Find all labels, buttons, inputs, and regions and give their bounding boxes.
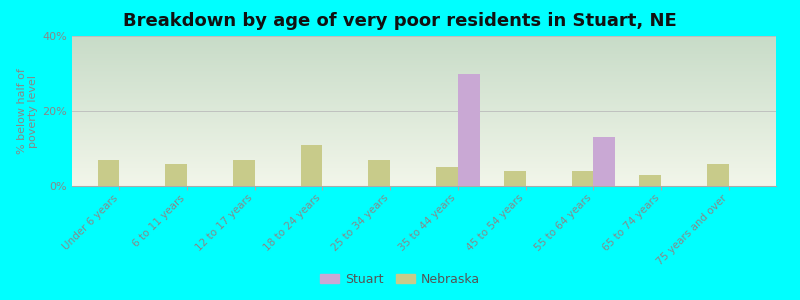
Bar xyxy=(504,171,526,186)
Bar xyxy=(707,164,729,186)
Bar xyxy=(98,160,119,186)
Bar xyxy=(301,145,322,186)
Bar xyxy=(369,160,390,186)
Legend: Stuart, Nebraska: Stuart, Nebraska xyxy=(315,268,485,291)
Y-axis label: % below half of
poverty level: % below half of poverty level xyxy=(17,68,38,154)
Bar xyxy=(639,175,661,186)
Bar xyxy=(166,164,187,186)
Bar xyxy=(436,167,458,186)
Bar xyxy=(233,160,254,186)
Bar xyxy=(458,74,479,186)
Bar xyxy=(571,171,594,186)
Bar xyxy=(594,137,615,186)
Text: Breakdown by age of very poor residents in Stuart, NE: Breakdown by age of very poor residents … xyxy=(123,12,677,30)
